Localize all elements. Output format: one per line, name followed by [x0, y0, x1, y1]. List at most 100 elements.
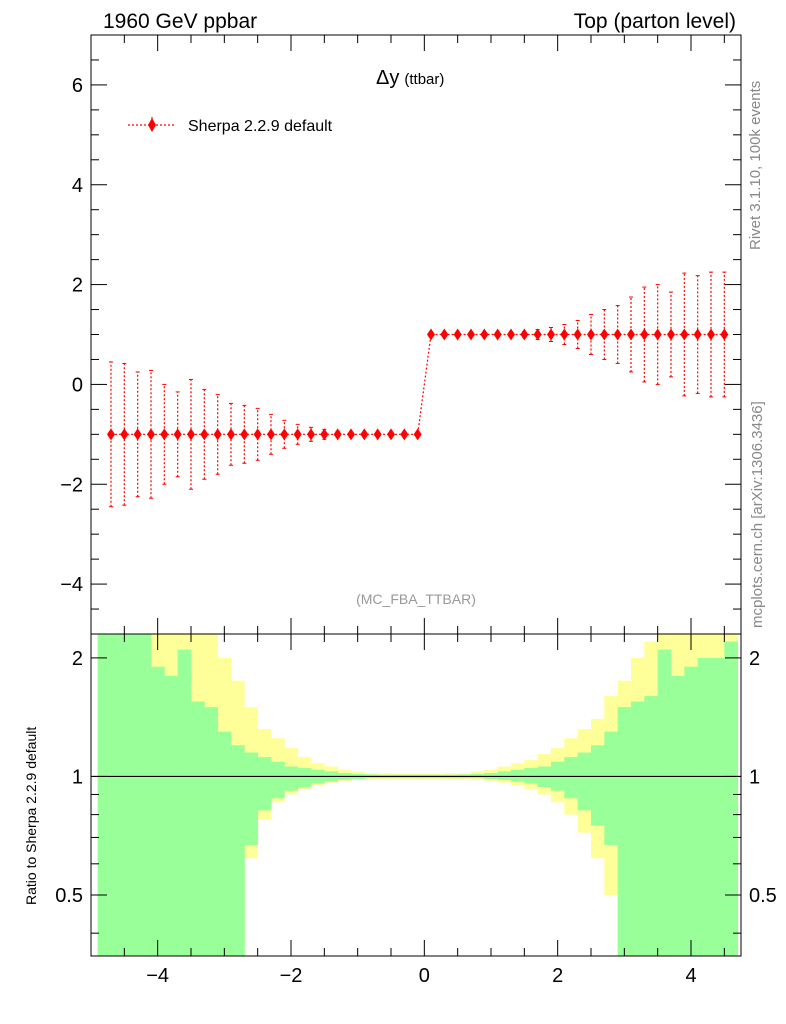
band-inner	[711, 657, 725, 956]
data-point	[560, 328, 569, 341]
data-point	[147, 428, 155, 441]
ratio-y-tick-label: 1	[72, 766, 83, 788]
data-point	[213, 428, 222, 441]
series-line	[111, 333, 725, 435]
band-inner	[177, 649, 192, 956]
data-point	[107, 428, 115, 441]
data-point	[600, 328, 609, 341]
plot-title-main: Δy	[376, 67, 399, 89]
y-tick-label: 6	[72, 75, 83, 97]
band-inner	[284, 766, 299, 791]
data-point	[440, 328, 449, 341]
data-point	[573, 328, 582, 341]
header-right: Top (parton level)	[574, 10, 736, 33]
ratio-y-tick-label-right: 1	[749, 766, 760, 788]
x-tick-label: 0	[419, 965, 430, 987]
data-point	[720, 328, 729, 341]
data-point	[533, 328, 542, 341]
band-inner	[631, 701, 645, 956]
y-tick-label: 4	[72, 175, 83, 197]
band-inner	[511, 769, 525, 782]
legend-marker	[148, 118, 156, 132]
data-point	[507, 328, 515, 341]
plot-title: Δy (ttbar)	[376, 67, 444, 89]
band-inner	[724, 641, 739, 956]
data-point	[120, 428, 129, 441]
x-tick-label: 4	[685, 965, 696, 987]
ratio-y-tick-label-right: 0.5	[749, 885, 777, 907]
band-inner	[657, 649, 672, 956]
data-point	[680, 328, 689, 341]
ratio-y-tick-label-right: 2	[749, 648, 760, 670]
band-inner	[217, 731, 232, 956]
data-point	[627, 328, 635, 341]
ratio-y-tick-label: 0.5	[55, 885, 83, 907]
y-tick-label: 2	[72, 275, 83, 297]
side-text-top: Rivet 3.1.10, 100k events	[747, 81, 764, 250]
band-inner	[604, 731, 619, 845]
data-point	[467, 328, 475, 341]
data-point	[547, 328, 555, 341]
x-tick-label: −4	[146, 965, 169, 987]
band-inner	[524, 768, 539, 784]
band-inner	[111, 634, 125, 956]
data-point	[333, 428, 342, 441]
band-inner	[564, 757, 579, 799]
ratio-ylabel: Ratio to Sherpa 2.2.9 default	[23, 727, 39, 905]
y-tick-label: −4	[60, 574, 83, 596]
band-inner	[297, 768, 312, 788]
data-point	[267, 428, 275, 441]
band-inner	[164, 675, 179, 956]
band-inner	[671, 675, 685, 956]
data-point	[587, 328, 595, 341]
data-point	[613, 328, 622, 341]
band-inner	[617, 707, 632, 956]
data-point	[240, 428, 249, 441]
band-inner	[577, 752, 592, 811]
analysis-tag: (MC_FBA_TTBAR)	[356, 591, 476, 607]
band-inner	[684, 666, 699, 956]
data-point	[320, 428, 329, 441]
band-inner	[204, 707, 219, 956]
band-inner	[257, 757, 272, 811]
data-point	[187, 428, 195, 441]
band-inner	[124, 634, 139, 956]
ratio-y-tick-label: 2	[72, 648, 83, 670]
data-point	[360, 428, 369, 441]
header-left: 1960 GeV ppbar	[103, 10, 257, 33]
data-point	[480, 328, 489, 341]
data-point	[227, 428, 235, 441]
band-inner	[271, 761, 285, 799]
data-point	[693, 328, 702, 341]
data-point	[160, 428, 169, 441]
data-point	[667, 328, 675, 341]
x-tick-label: −2	[280, 965, 303, 987]
data-point	[427, 328, 435, 341]
ratio-plot: 0.5 0.5 1 1 2 2 −4 −2 0 2 4	[55, 633, 777, 987]
data-point	[453, 328, 462, 341]
data-point	[400, 428, 409, 441]
y-tick-label: −2	[60, 474, 83, 496]
band-inner	[137, 634, 152, 956]
data-point	[387, 428, 395, 441]
plot-title-sub: (ttbar)	[404, 71, 444, 88]
data-point	[653, 328, 662, 341]
data-point	[493, 328, 502, 341]
data-point	[200, 428, 209, 441]
data-point	[520, 328, 529, 341]
y-tick-label: 0	[72, 374, 83, 396]
data-point	[280, 428, 289, 441]
side-text-bottom: mcplots.cern.ch [arXiv:1306.3436]	[749, 401, 766, 628]
data-point	[413, 428, 422, 441]
band-inner	[97, 634, 112, 956]
band-inner	[497, 771, 512, 780]
ratio-frame	[90, 633, 742, 957]
main-plot: −4 −2 0 2 4 6	[60, 34, 742, 635]
data-point	[373, 428, 382, 441]
data-point	[253, 428, 262, 441]
band-inner	[151, 666, 165, 956]
data-point	[307, 428, 315, 441]
band-inner	[697, 657, 712, 956]
band-inner	[191, 701, 205, 956]
